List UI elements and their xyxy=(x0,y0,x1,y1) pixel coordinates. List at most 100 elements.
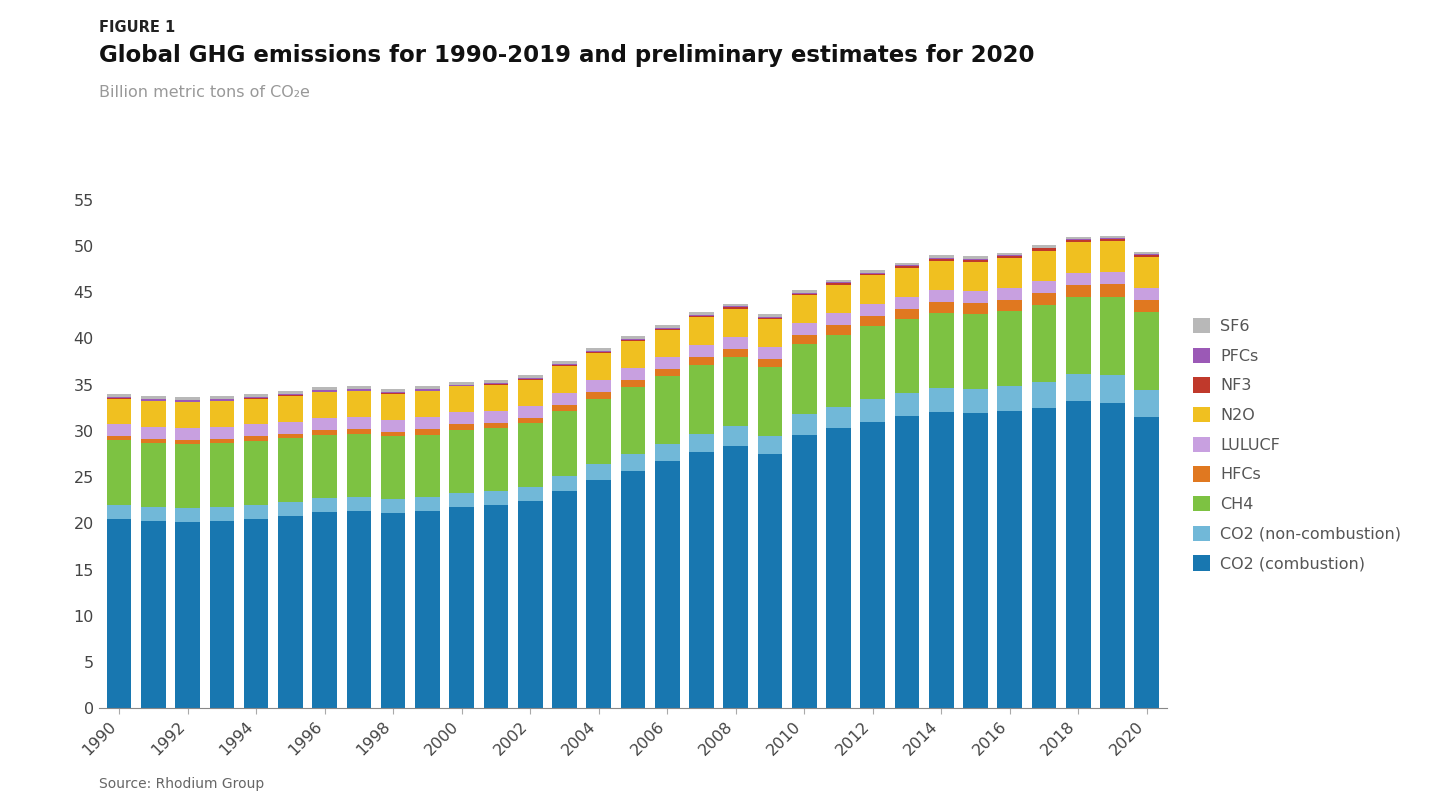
Bar xyxy=(278,394,303,395)
Bar xyxy=(278,502,303,516)
Bar xyxy=(826,285,851,313)
Bar xyxy=(929,412,954,708)
Bar xyxy=(552,477,577,491)
Bar xyxy=(175,402,200,428)
Bar xyxy=(347,434,371,497)
Bar xyxy=(621,368,645,380)
Bar xyxy=(210,440,235,443)
Bar xyxy=(895,266,919,268)
Bar xyxy=(107,397,132,398)
Bar xyxy=(860,326,884,399)
Bar xyxy=(141,397,165,399)
Bar xyxy=(381,499,406,514)
Bar xyxy=(484,380,509,382)
Bar xyxy=(381,394,406,419)
Bar xyxy=(450,386,474,412)
Bar xyxy=(312,430,336,435)
Bar xyxy=(963,262,987,291)
Bar xyxy=(757,359,782,367)
Bar xyxy=(141,443,165,506)
Bar xyxy=(929,255,954,258)
Bar xyxy=(895,263,919,266)
Bar xyxy=(929,313,954,388)
Bar xyxy=(792,335,816,344)
Bar xyxy=(450,430,474,493)
Bar xyxy=(1134,287,1159,299)
Bar xyxy=(860,422,884,708)
Bar xyxy=(998,386,1022,411)
Bar xyxy=(724,309,748,336)
Bar xyxy=(210,443,235,506)
Bar xyxy=(347,497,371,511)
Bar xyxy=(1101,236,1125,238)
Bar xyxy=(895,268,919,297)
Bar xyxy=(586,351,610,353)
Bar xyxy=(1031,249,1056,250)
Bar xyxy=(347,511,371,708)
Bar xyxy=(415,391,439,417)
Bar xyxy=(175,440,200,444)
Bar xyxy=(484,385,509,411)
Bar xyxy=(278,422,303,434)
Bar xyxy=(860,316,884,326)
Bar xyxy=(586,464,610,480)
Bar xyxy=(552,366,577,393)
Bar xyxy=(175,398,200,400)
Bar xyxy=(757,314,782,316)
Bar xyxy=(792,292,816,294)
Bar xyxy=(792,295,816,323)
Bar xyxy=(210,506,235,521)
Bar xyxy=(689,316,713,317)
Bar xyxy=(450,506,474,708)
Bar xyxy=(1066,374,1090,401)
Bar xyxy=(689,434,713,452)
Bar xyxy=(860,273,884,274)
Bar xyxy=(998,253,1022,255)
Bar xyxy=(107,518,132,708)
Bar xyxy=(450,424,474,430)
Bar xyxy=(244,397,268,398)
Bar xyxy=(1101,403,1125,708)
Bar xyxy=(244,436,268,441)
Bar xyxy=(107,398,132,424)
Bar xyxy=(347,429,371,434)
Bar xyxy=(586,398,610,464)
Bar xyxy=(1134,257,1159,287)
Bar xyxy=(724,336,748,349)
Bar xyxy=(175,400,200,402)
Bar xyxy=(415,497,439,511)
Bar xyxy=(1101,239,1125,241)
Bar xyxy=(484,491,509,505)
Bar xyxy=(278,434,303,438)
Bar xyxy=(621,454,645,471)
Bar xyxy=(107,394,132,397)
Bar xyxy=(1031,246,1056,248)
Bar xyxy=(415,429,439,435)
Bar xyxy=(347,386,371,390)
Bar xyxy=(1101,375,1125,403)
Bar xyxy=(312,392,336,418)
Bar xyxy=(963,257,987,259)
Bar xyxy=(895,416,919,708)
Bar xyxy=(552,411,577,477)
Bar xyxy=(929,388,954,412)
Bar xyxy=(724,303,748,307)
Bar xyxy=(141,399,165,401)
Bar xyxy=(757,454,782,708)
Bar xyxy=(998,256,1022,258)
Bar xyxy=(141,521,165,708)
Bar xyxy=(484,505,509,708)
Bar xyxy=(107,505,132,518)
Bar xyxy=(860,275,884,304)
Bar xyxy=(757,318,782,319)
Bar xyxy=(1031,250,1056,281)
Bar xyxy=(450,385,474,386)
Bar xyxy=(244,394,268,397)
Bar xyxy=(895,297,919,309)
Bar xyxy=(415,511,439,708)
Bar xyxy=(963,413,987,708)
Bar xyxy=(621,336,645,339)
Bar xyxy=(278,391,303,394)
Text: Billion metric tons of CO₂e: Billion metric tons of CO₂e xyxy=(99,85,309,100)
Bar xyxy=(484,411,509,423)
